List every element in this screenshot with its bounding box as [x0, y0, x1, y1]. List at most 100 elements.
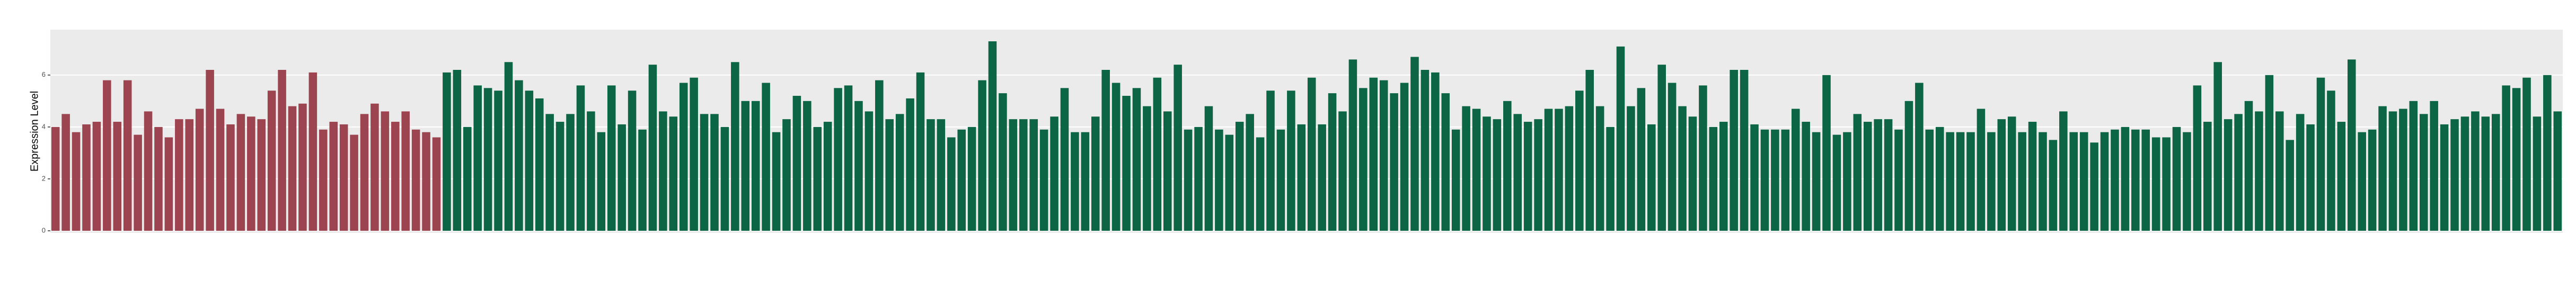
bar	[813, 127, 822, 231]
bar	[566, 114, 575, 231]
bar	[1359, 88, 1368, 231]
bar	[885, 119, 894, 231]
bar	[1904, 101, 1913, 231]
bar	[2079, 132, 2088, 231]
bar	[2234, 114, 2243, 231]
bar	[1091, 116, 1100, 231]
bar	[762, 83, 770, 231]
bar	[154, 127, 163, 231]
bar	[1081, 132, 1090, 231]
bar	[782, 119, 791, 231]
bar	[978, 80, 986, 231]
bar	[1101, 70, 1110, 231]
bar	[628, 91, 637, 231]
bar	[864, 111, 874, 231]
bar	[2512, 88, 2521, 231]
bar	[195, 109, 204, 231]
bar	[1348, 59, 1357, 231]
bar	[2502, 85, 2510, 231]
bar	[443, 72, 451, 231]
bar	[2162, 137, 2171, 231]
bar	[1451, 129, 1460, 231]
bar	[360, 114, 369, 231]
bar	[247, 116, 255, 231]
bar	[2007, 116, 2016, 231]
bar	[1318, 124, 1326, 231]
bar	[144, 111, 153, 231]
bar	[1390, 93, 1398, 231]
bar	[463, 127, 472, 231]
bar	[1956, 132, 1965, 231]
bar	[370, 103, 379, 231]
bar	[1307, 77, 1316, 231]
bar	[1997, 119, 2006, 231]
bar	[947, 137, 956, 231]
bar	[772, 132, 781, 231]
bar	[937, 119, 946, 231]
bar	[134, 134, 142, 231]
bar	[2069, 132, 2078, 231]
bar	[2358, 132, 2366, 231]
bar	[906, 98, 914, 231]
bar	[1246, 114, 1254, 231]
bar	[2151, 137, 2160, 231]
bar	[854, 101, 863, 231]
bar	[1122, 96, 1131, 231]
bar	[927, 119, 935, 231]
bar	[1987, 132, 1996, 231]
bar	[1225, 134, 1234, 231]
bar	[2275, 111, 2284, 231]
bar	[1802, 122, 1810, 231]
bar	[2306, 124, 2315, 231]
bar	[1256, 137, 1265, 231]
bar	[1627, 106, 1635, 231]
bar	[2522, 77, 2531, 231]
bar	[916, 72, 925, 231]
bar	[555, 122, 564, 231]
bar	[1111, 83, 1121, 231]
bar	[2440, 124, 2449, 231]
bar	[2213, 62, 2222, 231]
bar	[1874, 119, 1882, 231]
bar	[1647, 124, 1656, 231]
bar	[1668, 83, 1677, 231]
bar	[329, 122, 338, 231]
bar	[2553, 111, 2562, 231]
bar	[2481, 116, 2490, 231]
bar	[1009, 119, 1018, 231]
bar	[2265, 75, 2274, 231]
bar	[1174, 65, 1182, 231]
bar	[185, 119, 194, 231]
bar	[875, 80, 884, 231]
bar	[206, 70, 214, 231]
bar	[1637, 88, 1646, 231]
bar	[422, 132, 430, 231]
y-axis-label: Expression Level	[29, 91, 40, 171]
bar	[257, 119, 266, 231]
bar	[1812, 132, 1821, 231]
bar	[401, 111, 410, 231]
bar	[1585, 70, 1594, 231]
bar	[2419, 114, 2428, 231]
bar	[1863, 122, 1872, 231]
bar	[82, 124, 91, 231]
bar	[515, 80, 523, 231]
bar	[1657, 65, 1666, 231]
bar	[690, 77, 698, 231]
bar	[236, 114, 245, 231]
bar	[1462, 106, 1470, 231]
bar	[1730, 70, 1738, 231]
bar	[2450, 119, 2459, 231]
bar	[751, 101, 760, 231]
bar	[2028, 122, 2037, 231]
bar	[288, 106, 297, 231]
bar	[2193, 85, 2202, 231]
bar	[1472, 109, 1481, 231]
bar	[587, 111, 595, 231]
bar	[1894, 129, 1903, 231]
bar	[2543, 75, 2552, 231]
bar	[1966, 132, 1975, 231]
bar	[700, 114, 709, 231]
bar	[1688, 116, 1697, 231]
